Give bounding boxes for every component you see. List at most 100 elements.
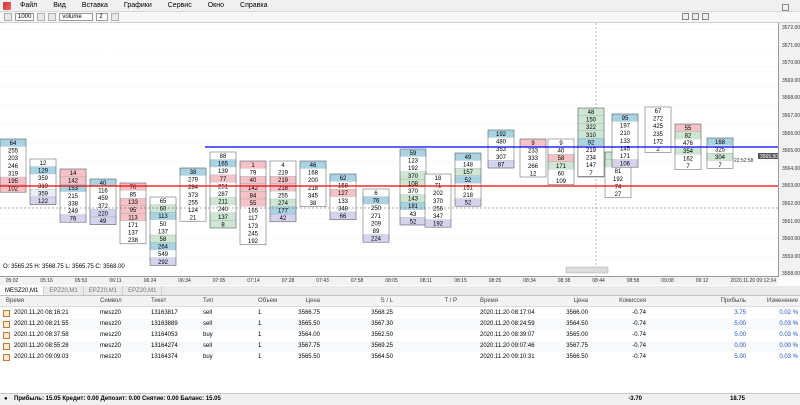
table-row[interactable]: 2020.11.20 08:37:58 mesz20 13164053 buy 1 356… — [0, 330, 800, 341]
window-close-icon[interactable] — [702, 13, 709, 20]
indicator-param-field[interactable]: 2 — [96, 13, 109, 21]
cluster-cell — [180, 206, 206, 214]
cluster-volume-label: 325 — [715, 148, 726, 154]
cluster-volume-label: 192 — [433, 222, 444, 228]
cluster-cell — [180, 198, 206, 206]
cell-profit: 0.00 — [734, 343, 746, 349]
table-row[interactable]: 2020.11.20 08:21:55 mesz20 13163889 sell 1 35… — [0, 319, 800, 330]
cluster-cell — [400, 187, 426, 195]
cell-type: sell — [203, 310, 213, 316]
cluster-frame — [299, 160, 327, 207]
trade-doc-icon — [3, 332, 10, 339]
column-header-close-price: Цена — [573, 298, 588, 304]
cluster-cell — [548, 146, 574, 155]
toolbar-dropdown-icon[interactable] — [4, 13, 12, 21]
cluster-volume-label: 137 — [158, 229, 169, 235]
cluster-volume-label: 238 — [128, 238, 139, 244]
period-select[interactable]: 1000 — [15, 13, 35, 21]
cell-volume: 1 — [258, 310, 262, 316]
table-row[interactable]: 2020.11.20 09:09:03 mesz20 13164374 buy 1 356… — [0, 352, 800, 363]
cluster-volume-label: 255 — [8, 149, 19, 155]
cluster-frame — [577, 107, 605, 177]
cluster-cell — [60, 207, 86, 215]
toolbar-grid-icon[interactable] — [37, 13, 46, 21]
toolbar-list-icon[interactable] — [48, 13, 57, 21]
cluster-volume-label: 129 — [38, 169, 49, 175]
cluster-volume-label: 38 — [310, 201, 317, 207]
cluster-cell — [0, 146, 26, 155]
menu-tools[interactable]: Сервис — [167, 1, 192, 9]
cluster-cell — [363, 227, 389, 235]
cluster-volume-label: 40 — [100, 181, 107, 187]
cluster-volume-label: 215 — [68, 194, 79, 200]
cluster-cell — [612, 121, 638, 130]
menu-window[interactable]: Окно — [207, 1, 225, 9]
window-maximize-icon[interactable] — [692, 13, 699, 20]
toolbar-settings-icon[interactable] — [111, 13, 120, 21]
cluster-volume-label: 89 — [373, 229, 380, 235]
table-row[interactable]: 2020.11.20 08:55:28 mesz20 13164274 sell 1 35… — [0, 341, 800, 352]
tab-epz20-2[interactable]: EPZ20,M1 — [84, 286, 124, 295]
cluster-cell — [645, 122, 671, 130]
cluster-volume-label: 21 — [190, 216, 197, 222]
cell-price: 3564.00 — [298, 332, 320, 338]
cluster-volume-label: 9 — [559, 141, 563, 147]
cluster-frame — [269, 160, 297, 223]
cluster-volume-label: 264 — [158, 245, 169, 251]
cell-price: 3565.50 — [298, 354, 320, 360]
cell-close-price: 3567.75 — [566, 343, 588, 349]
cluster-volume-label: 345 — [308, 193, 319, 199]
cluster-volume-label: 200 — [308, 178, 319, 184]
cluster-volume-label: 143 — [408, 197, 419, 203]
app-close-icon[interactable] — [782, 4, 789, 11]
cluster-volume-label: 192 — [248, 239, 259, 245]
tab-epz20-1[interactable]: EPZ20,M1 — [44, 286, 84, 295]
cluster-volume-label: 133 — [128, 200, 139, 206]
price-axis-label: 3559.00 — [782, 253, 800, 260]
tab-mesz20[interactable]: MESZ20,M1 — [0, 286, 45, 295]
cluster-cell — [612, 144, 638, 152]
cluster-volume-label: 88 — [220, 154, 227, 160]
cell-ticket: 13164053 — [151, 332, 178, 338]
chart-scroll-control[interactable] — [565, 266, 609, 274]
indicator-select[interactable]: volume — [59, 13, 94, 21]
table-row[interactable]: 2020.11.20 08:16:21 mesz20 13163817 sell 1 35… — [0, 308, 800, 319]
price-axis-label: 3569.00 — [782, 77, 800, 84]
menu-charts[interactable]: Графики — [123, 1, 152, 9]
cluster-cell — [578, 146, 604, 154]
cluster-volume-label: 250 — [371, 206, 382, 212]
window-minimize-icon[interactable] — [682, 13, 689, 20]
menu-insert[interactable]: Вставка — [81, 1, 108, 9]
summary-icon: ● — [4, 396, 8, 402]
menu-help[interactable]: Справка — [240, 1, 268, 9]
cluster-chart[interactable]: 6425520324631919510212129359319359122141… — [0, 23, 800, 283]
menu-file[interactable]: Файл — [20, 1, 38, 9]
cell-close-time: 2020.11.20 08:17:04 — [480, 310, 535, 316]
cluster-volume-label: 7 — [589, 171, 593, 177]
cluster-cell — [180, 175, 206, 184]
cluster-frame — [29, 158, 57, 205]
cell-symbol: mesz20 — [100, 310, 122, 316]
cluster-frame — [239, 160, 267, 245]
cell-ticket: 13163817 — [151, 310, 178, 316]
menu-view[interactable]: Вид — [53, 1, 66, 9]
cluster-cell — [520, 169, 546, 177]
cluster-volume-label: 224 — [371, 237, 382, 243]
cluster-cell — [270, 168, 296, 177]
cell-price: 3567.75 — [298, 343, 320, 349]
cell-type: sell — [203, 321, 213, 327]
time-axis-label: 05:02 — [5, 278, 19, 284]
cluster-cell — [605, 190, 631, 198]
cluster-volume-label: 233 — [528, 149, 539, 155]
tab-epz20-3[interactable]: EPZ20,M1 — [123, 286, 163, 295]
cluster-volume-label: 70 — [130, 185, 137, 191]
column-header-volume: Объем — [258, 298, 278, 304]
cluster-volume-label: 202 — [433, 191, 444, 197]
cluster-volume-label: 249 — [68, 209, 79, 215]
cluster-cell — [120, 221, 146, 229]
cluster-cell — [548, 169, 574, 177]
cluster-volume-label: 319 — [8, 171, 19, 177]
cluster-cell — [578, 161, 604, 169]
cluster-volume-label: 234 — [586, 156, 597, 162]
column-header-ticket: Тикет — [151, 298, 167, 304]
